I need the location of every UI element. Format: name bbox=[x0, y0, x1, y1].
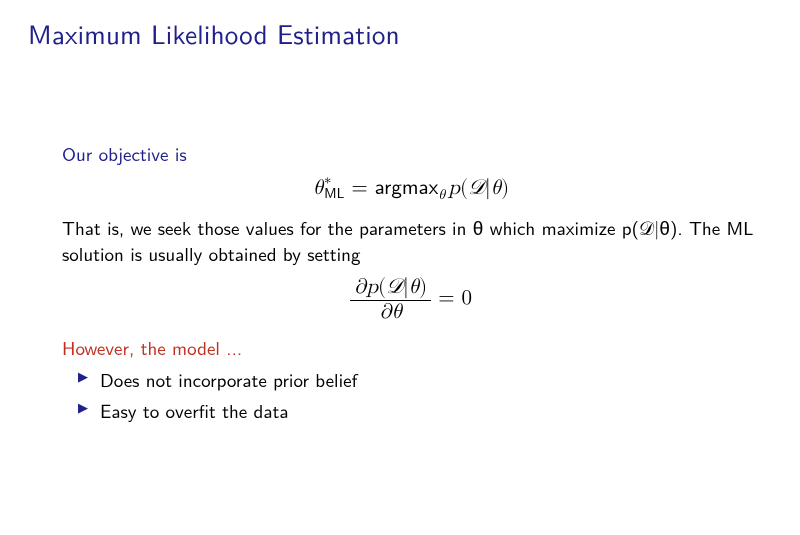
theta-supsub: ∗ML bbox=[324, 174, 344, 200]
argmax-op: argmax bbox=[375, 171, 439, 201]
equation-derivative-zero: ∂p(𝒟|θ) ∂θ = 0 bbox=[62, 275, 760, 324]
triangle-bullet-icon: ▶ bbox=[78, 399, 88, 417]
list-item-label: Easy to overfit the data bbox=[100, 396, 289, 424]
theta-var: θ bbox=[313, 178, 323, 199]
fraction: ∂p(𝒟|θ) ∂θ bbox=[350, 275, 431, 324]
equation-ml-argmax: θ∗ML = argmaxθp(𝒟|θ) bbox=[62, 172, 760, 204]
slide-title: Maximum Likelihood Estimation bbox=[28, 14, 400, 53]
list-item: ▶ Easy to overfit the data bbox=[78, 397, 760, 423]
paragraph-explain: That is, we seek those values for the pa… bbox=[62, 214, 760, 266]
slide: Maximum Likelihood Estimation Our object… bbox=[0, 0, 800, 535]
list-item: ▶ Does not incorporate prior belief bbox=[78, 366, 760, 392]
triangle-bullet-icon: ▶ bbox=[78, 368, 88, 386]
slide-body: Our objective is θ∗ML = argmaxθp(𝒟|θ) Th… bbox=[62, 140, 760, 428]
list-item-label: Does not incorporate prior belief bbox=[100, 365, 357, 393]
heading-objective: Our objective is bbox=[62, 140, 760, 166]
heading-however: However, the model ... bbox=[62, 334, 760, 360]
bullet-list: ▶ Does not incorporate prior belief ▶ Ea… bbox=[78, 366, 760, 423]
